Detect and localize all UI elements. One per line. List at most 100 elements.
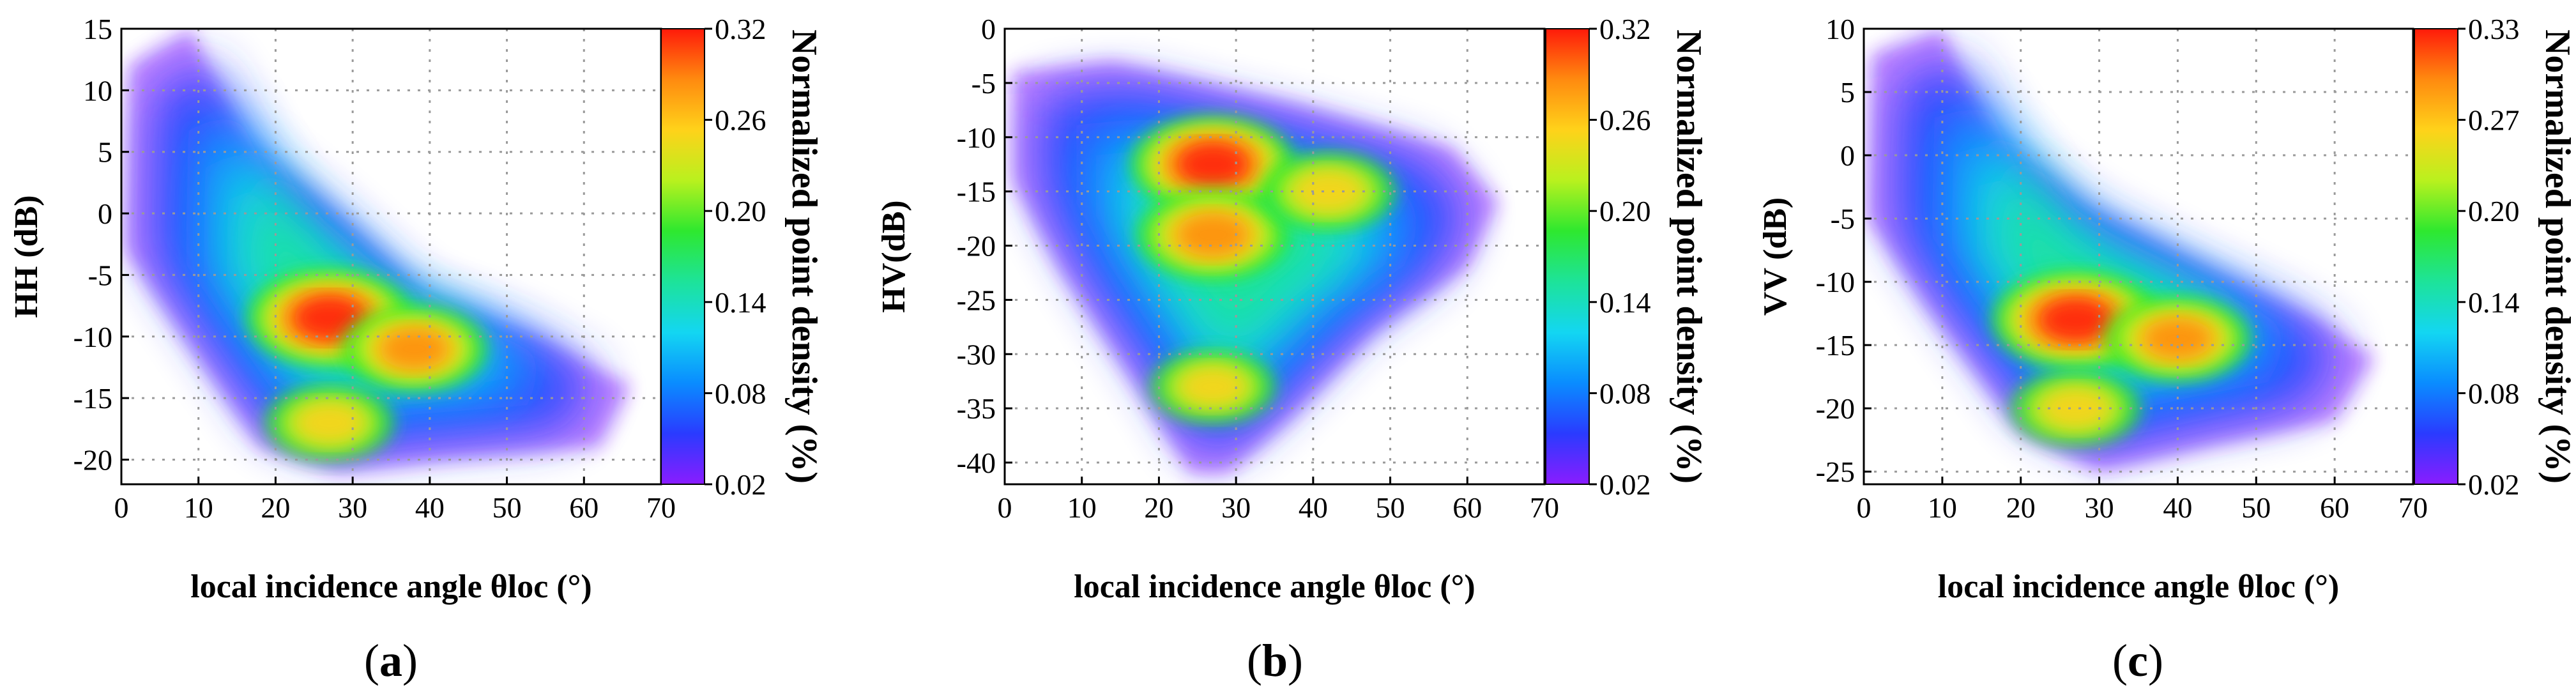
- colorbar: [1545, 28, 1590, 485]
- y-tick-label: -40: [957, 447, 996, 479]
- colorbar-tick-label: 0.20: [1599, 195, 1651, 227]
- x-tick-label: 10: [184, 491, 213, 524]
- panel-caption: (b): [1247, 635, 1303, 686]
- x-tick-label: 10: [1067, 491, 1097, 524]
- x-tick-label: 60: [1452, 491, 1482, 524]
- colorbar-tick-label: 0.02: [2468, 468, 2520, 501]
- grid: [1864, 29, 2413, 484]
- colorbar-tick-label: 0.14: [2468, 286, 2520, 319]
- colorbar-tick-label: 0.32: [1599, 13, 1651, 45]
- x-tick-label: 20: [261, 491, 290, 524]
- x-tick-label: 70: [1530, 491, 1559, 524]
- x-tick-label: 30: [1221, 491, 1251, 524]
- y-tick-label: -15: [1816, 329, 1855, 362]
- x-tick-label: 50: [1376, 491, 1405, 524]
- caption-letter: a: [379, 635, 402, 686]
- caption-paren: ): [402, 635, 418, 686]
- x-tick-label: 0: [998, 491, 1012, 524]
- x-tick-label: 20: [2006, 491, 2036, 524]
- panel-b: 0 10 20 30 40 50 60 70 0 -5 -10 -15 -20 -25 -30 -35 -40 l…: [876, 13, 1709, 686]
- density-mode-1-level-8: [2143, 318, 2213, 360]
- y-tick-label: 10: [1825, 13, 1855, 45]
- y-tick-label: -5: [972, 67, 996, 100]
- colorbar-tick-label: 0.20: [715, 195, 766, 227]
- x-tick-label: 70: [646, 491, 676, 524]
- y-tick-label: -15: [73, 382, 112, 415]
- y-tick-label: -10: [957, 121, 996, 154]
- x-tick-label: 0: [1857, 491, 1871, 524]
- y-tick-label: 0: [981, 13, 996, 45]
- density-mode-3-level-7: [1178, 366, 1247, 408]
- density-mode-2-level-7: [294, 401, 365, 444]
- y-tick-label: -20: [1816, 392, 1855, 425]
- y-tick-label: -10: [1816, 266, 1855, 298]
- y-tick-label: 0: [98, 197, 112, 230]
- y-axis-label: HV(dB): [876, 200, 912, 312]
- x-tick-label: 40: [1299, 491, 1328, 524]
- caption-paren: ): [2148, 635, 2163, 686]
- y-tick-label: 5: [1840, 76, 1855, 109]
- colorbar-tick-label: 0.14: [1599, 286, 1651, 319]
- y-tick-label: -15: [957, 176, 996, 208]
- colorbar-tick-label: 0.33: [2468, 13, 2520, 45]
- caption-paren: (: [2112, 635, 2128, 686]
- grid: [121, 29, 661, 484]
- x-tick-label: 60: [2320, 491, 2349, 524]
- colorbar-tick-label: 0.20: [2468, 195, 2520, 227]
- colorbar-tick-label: 0.27: [2468, 104, 2520, 137]
- panel-caption: (a): [364, 635, 418, 686]
- colorbar-label: Normalized point density (%): [1669, 29, 1709, 484]
- colorbar-tick-label: 0.02: [1599, 468, 1651, 501]
- colorbar-tick-label: 0.14: [715, 286, 766, 319]
- colorbar-tick-label: 0.02: [715, 468, 766, 501]
- y-axis-label: VV (dB): [1757, 197, 1794, 316]
- x-tick-label: 20: [1144, 491, 1173, 524]
- x-axis-label: local incidence angle θloc (°): [1074, 569, 1475, 605]
- x-tick-label: 60: [569, 491, 598, 524]
- x-tick-label: 40: [415, 491, 445, 524]
- y-tick-label: -5: [88, 259, 112, 291]
- x-axis-label: local incidence angle θloc (°): [1938, 569, 2340, 605]
- grid: [1005, 29, 1544, 484]
- y-tick-label: -20: [957, 230, 996, 263]
- x-axis-label: local incidence angle θloc (°): [190, 569, 592, 605]
- y-tick-label: -25: [1816, 456, 1855, 488]
- colorbar-tick-label: 0.08: [1599, 377, 1651, 410]
- y-tick-label: -10: [73, 321, 112, 353]
- colorbar-tick-label: 0.08: [2468, 377, 2520, 410]
- y-tick-label: -35: [957, 392, 996, 425]
- caption-paren: (: [364, 635, 379, 686]
- density-mode-0-level-9: [294, 296, 365, 340]
- panel-caption: (c): [2112, 635, 2163, 686]
- x-tick-label: 30: [2085, 491, 2114, 524]
- colorbar-tick-label: 0.32: [715, 13, 766, 45]
- x-tick-label: 50: [492, 491, 522, 524]
- plot-frame: [1863, 27, 2414, 486]
- x-tick-label: 40: [2163, 491, 2192, 524]
- y-tick-label: -5: [1831, 203, 1855, 235]
- colorbar-tick-label: 0.26: [1599, 104, 1651, 137]
- colorbar: [2414, 28, 2458, 485]
- caption-paren: ): [1288, 635, 1303, 686]
- density-mode-0-level-9: [1177, 142, 1249, 187]
- x-tick-label: 10: [1928, 491, 1957, 524]
- y-tick-label: 0: [1840, 139, 1855, 172]
- density-cloud: [1012, 61, 1498, 473]
- plot-frame: [1003, 27, 1546, 486]
- density-mode-0-level-9: [2039, 298, 2112, 342]
- density-mode-2-level-7: [1292, 169, 1366, 214]
- y-tick-label: 10: [83, 74, 112, 107]
- colorbar-tick-label: 0.26: [715, 104, 766, 137]
- colorbar-label: Normalized point density (%): [2538, 29, 2576, 484]
- y-tick-label: 15: [83, 13, 112, 45]
- density-mode-1-level-8: [379, 328, 449, 370]
- y-tick-label: -30: [957, 338, 996, 371]
- caption-letter: b: [1262, 635, 1288, 686]
- y-tick-label: 5: [98, 136, 112, 169]
- y-tick-label: -25: [957, 284, 996, 316]
- density-mode-1-level-8: [1177, 213, 1249, 257]
- colorbar-tick-label: 0.08: [715, 377, 766, 410]
